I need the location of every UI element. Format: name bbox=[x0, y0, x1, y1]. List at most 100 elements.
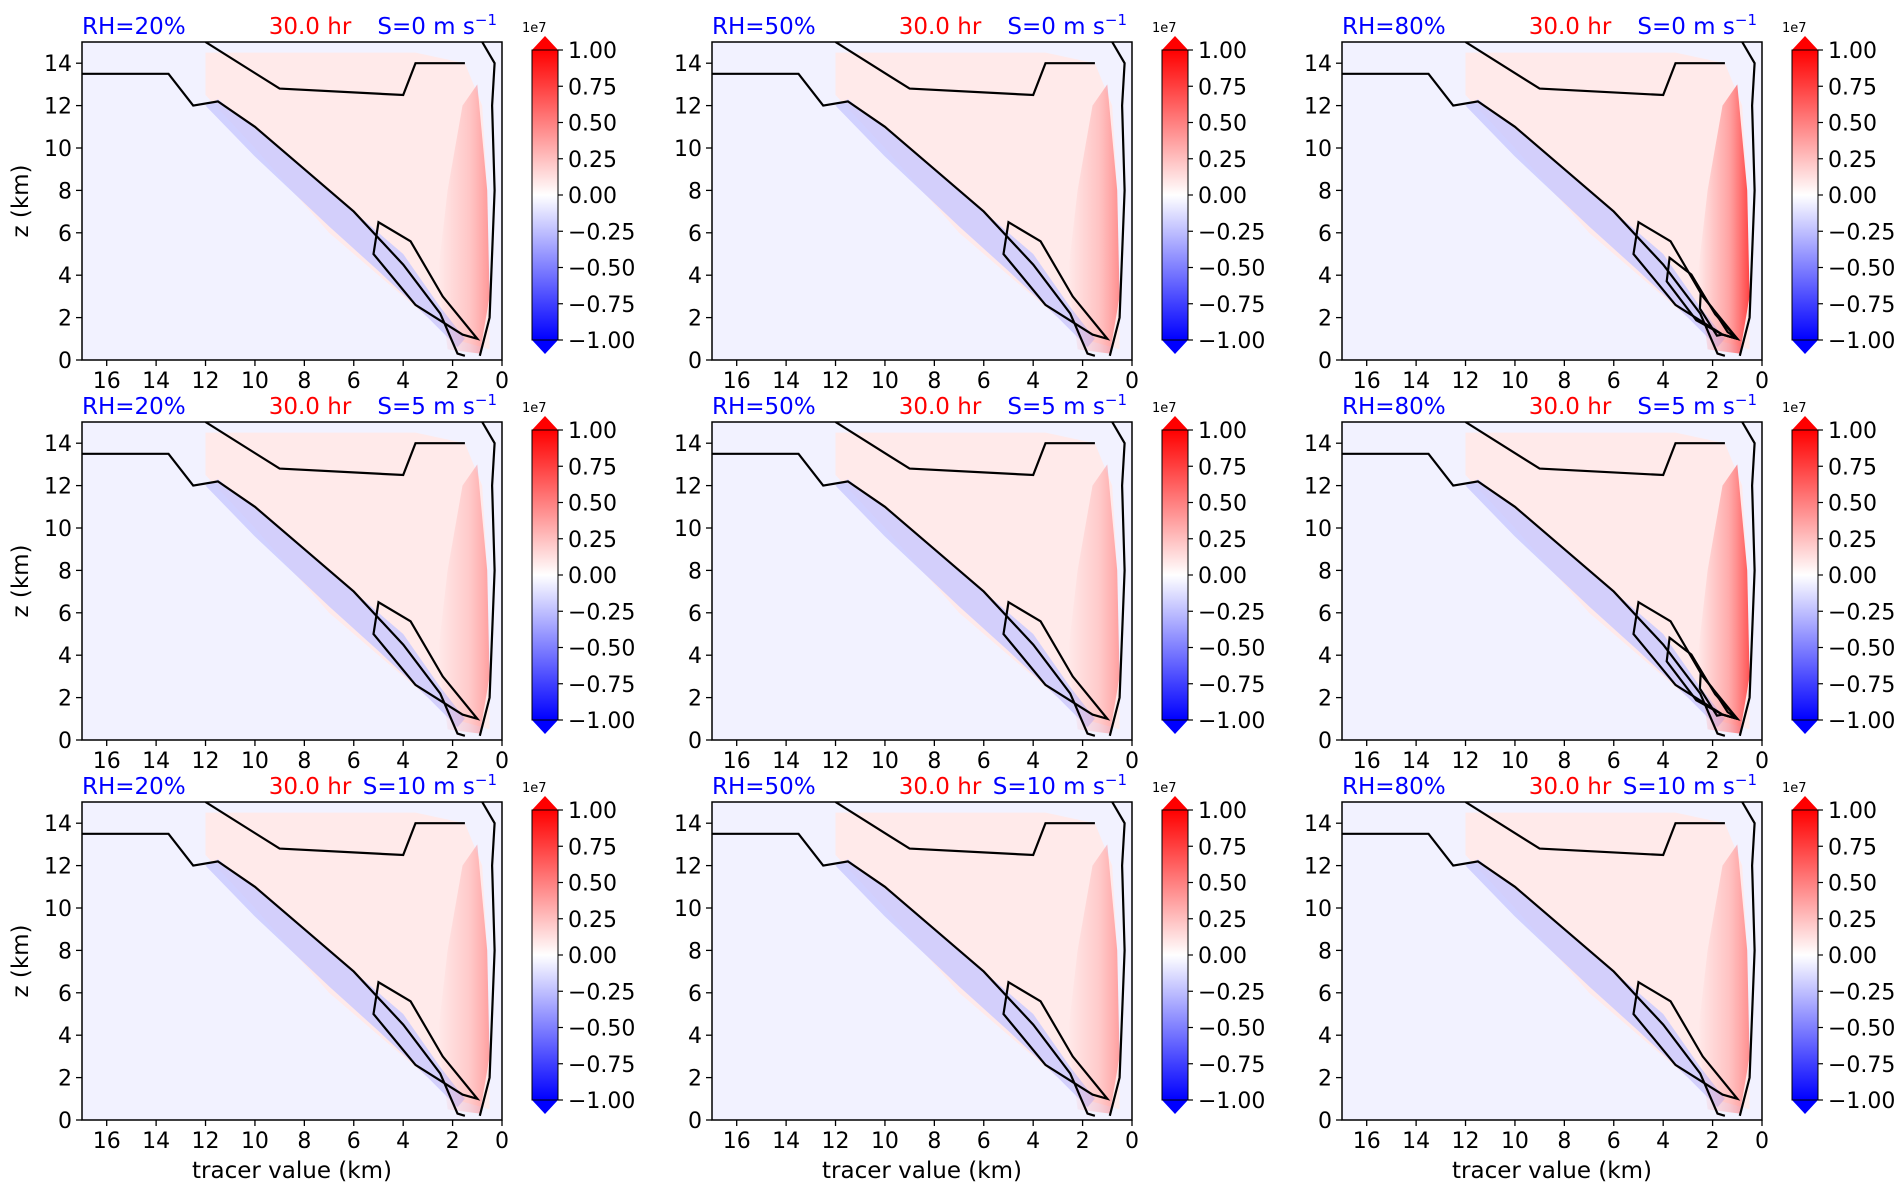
x-tick-label: 0 bbox=[495, 369, 509, 394]
x-tick-label: 10 bbox=[1501, 749, 1529, 774]
axes-frame bbox=[1341, 421, 1763, 741]
colorbar bbox=[532, 430, 558, 720]
panel-9: 16 14 12 10 8 6 4 2 0 0 2 4 6 8 10 12 14 RH=80% 30.0 hr S=1… bbox=[1304, 771, 1895, 1154]
colorbar-tick-label: 0.50 bbox=[568, 492, 617, 517]
x-tick-label: 2 bbox=[1706, 1129, 1720, 1154]
contour-inner bbox=[372, 980, 481, 1101]
colorbar-extend-top bbox=[1162, 796, 1188, 810]
colorbar-tick-label: −0.75 bbox=[1198, 673, 1265, 698]
colorbar-multiplier: 1e7 bbox=[1152, 401, 1177, 416]
colorbar-extend-top bbox=[1162, 416, 1188, 430]
colorbar-extend-top bbox=[1792, 796, 1818, 810]
colorbar-extend-top bbox=[532, 416, 558, 430]
colorbar-extend-bottom bbox=[1792, 1100, 1818, 1114]
x-tick-label: 10 bbox=[871, 369, 899, 394]
colorbar-tick-label: −1.00 bbox=[1198, 329, 1265, 354]
field-layer bbox=[82, 422, 496, 737]
time-label: 30.0 hr bbox=[899, 14, 982, 40]
colorbar-tick-label: −1.00 bbox=[1828, 329, 1895, 354]
contour-inner bbox=[1698, 290, 1738, 340]
y-tick-label: 0 bbox=[1318, 1109, 1332, 1134]
positive-plume bbox=[1697, 844, 1750, 1114]
x-tick-label: 8 bbox=[1557, 369, 1571, 394]
y-tick-label: 6 bbox=[1318, 602, 1332, 627]
axes-frame bbox=[711, 421, 1133, 741]
x-tick-label: 12 bbox=[192, 369, 220, 394]
colorbar-tick-label: 0.50 bbox=[1198, 492, 1247, 517]
y-tick-label: 10 bbox=[1304, 137, 1332, 162]
shear-label: S=5 m s−1 bbox=[1007, 391, 1127, 420]
x-tick-label: 6 bbox=[1607, 1129, 1621, 1154]
y-tick-label: 0 bbox=[688, 1109, 702, 1134]
x-tick-label: 0 bbox=[495, 749, 509, 774]
x-axis-label: tracer value (km) bbox=[192, 1158, 392, 1184]
x-tick-label: 14 bbox=[142, 369, 170, 394]
x-tick-label: 0 bbox=[1125, 749, 1139, 774]
field-layer bbox=[1342, 802, 1756, 1117]
y-tick-label: 4 bbox=[688, 264, 702, 289]
y-tick-label: 14 bbox=[44, 52, 72, 77]
colorbar-tick-label: 1.00 bbox=[1828, 419, 1877, 444]
x-tick-label: 0 bbox=[1125, 369, 1139, 394]
colorbar-tick-label: 0.25 bbox=[1198, 528, 1247, 553]
x-tick-label: 12 bbox=[822, 1129, 850, 1154]
y-tick-label: 10 bbox=[1304, 897, 1332, 922]
x-tick-label: 4 bbox=[396, 369, 410, 394]
positive-region bbox=[205, 52, 490, 350]
contour-top bbox=[204, 42, 465, 97]
y-tick-label: 8 bbox=[688, 559, 702, 584]
colorbar-tick-label: 0.75 bbox=[568, 75, 617, 100]
time-label: 30.0 hr bbox=[1529, 394, 1612, 420]
contour-right bbox=[1738, 802, 1756, 1117]
contour-outer bbox=[712, 452, 1096, 737]
rh-label: RH=50% bbox=[712, 774, 816, 800]
x-tick-label: 12 bbox=[1452, 749, 1480, 774]
x-tick-label: 0 bbox=[1125, 1129, 1139, 1154]
positive-region bbox=[1465, 812, 1750, 1110]
y-tick-label: 8 bbox=[1318, 179, 1332, 204]
contour-outer bbox=[712, 832, 1096, 1117]
colorbar-tick-label: −1.00 bbox=[1198, 709, 1265, 734]
x-tick-label: 10 bbox=[241, 369, 269, 394]
x-tick-label: 10 bbox=[871, 749, 899, 774]
colorbar bbox=[532, 50, 558, 340]
colorbar bbox=[1162, 810, 1188, 1100]
field-layer bbox=[1342, 42, 1756, 357]
colorbar-tick-label: 0.25 bbox=[1198, 148, 1247, 173]
colorbar-tick-label: −0.25 bbox=[568, 220, 635, 245]
y-tick-label: 2 bbox=[58, 1067, 72, 1092]
y-tick-label: 0 bbox=[1318, 349, 1332, 374]
y-tick-label: 2 bbox=[58, 687, 72, 712]
panel-1: 16 14 12 10 8 6 4 2 0 0 2 4 6 8 10 12 14 RH=20% 30.0 hr S=0… bbox=[44, 11, 635, 394]
contour-top bbox=[1464, 802, 1725, 857]
colorbar-tick-label: 0.50 bbox=[568, 872, 617, 897]
time-label: 30.0 hr bbox=[1529, 774, 1612, 800]
contour-inner bbox=[1002, 980, 1111, 1101]
y-tick-label: 6 bbox=[688, 602, 702, 627]
y-axis-label: z (km) bbox=[8, 164, 34, 237]
x-tick-label: 14 bbox=[1402, 369, 1430, 394]
colorbar-extend-bottom bbox=[1792, 720, 1818, 734]
x-tick-label: 6 bbox=[977, 1129, 991, 1154]
contour-inner bbox=[1698, 670, 1738, 720]
y-tick-label: 2 bbox=[58, 307, 72, 332]
panel-3: 16 14 12 10 8 6 4 2 0 0 2 4 6 8 10 12 14 RH=80% 30.0 hr S=0… bbox=[1304, 11, 1895, 394]
shear-label: S=10 m s−1 bbox=[993, 771, 1127, 800]
contour-inner bbox=[1002, 600, 1111, 721]
x-tick-label: 12 bbox=[822, 369, 850, 394]
x-tick-label: 4 bbox=[1656, 1129, 1670, 1154]
shear-label: S=5 m s−1 bbox=[1637, 391, 1757, 420]
colorbar-tick-label: −0.75 bbox=[1828, 293, 1895, 318]
axes-frame bbox=[81, 801, 503, 1121]
x-tick-label: 6 bbox=[977, 749, 991, 774]
positive-plume bbox=[1697, 84, 1750, 354]
y-tick-label: 4 bbox=[58, 1024, 72, 1049]
colorbar-tick-label: 0.50 bbox=[1198, 112, 1247, 137]
colorbar-tick-label: −1.00 bbox=[1828, 709, 1895, 734]
colorbar-tick-label: 0.50 bbox=[568, 112, 617, 137]
y-axis-label: z (km) bbox=[8, 924, 34, 997]
rh-label: RH=20% bbox=[82, 394, 186, 420]
y-tick-label: 0 bbox=[58, 729, 72, 754]
field-layer bbox=[1342, 422, 1756, 737]
x-tick-label: 10 bbox=[1501, 369, 1529, 394]
